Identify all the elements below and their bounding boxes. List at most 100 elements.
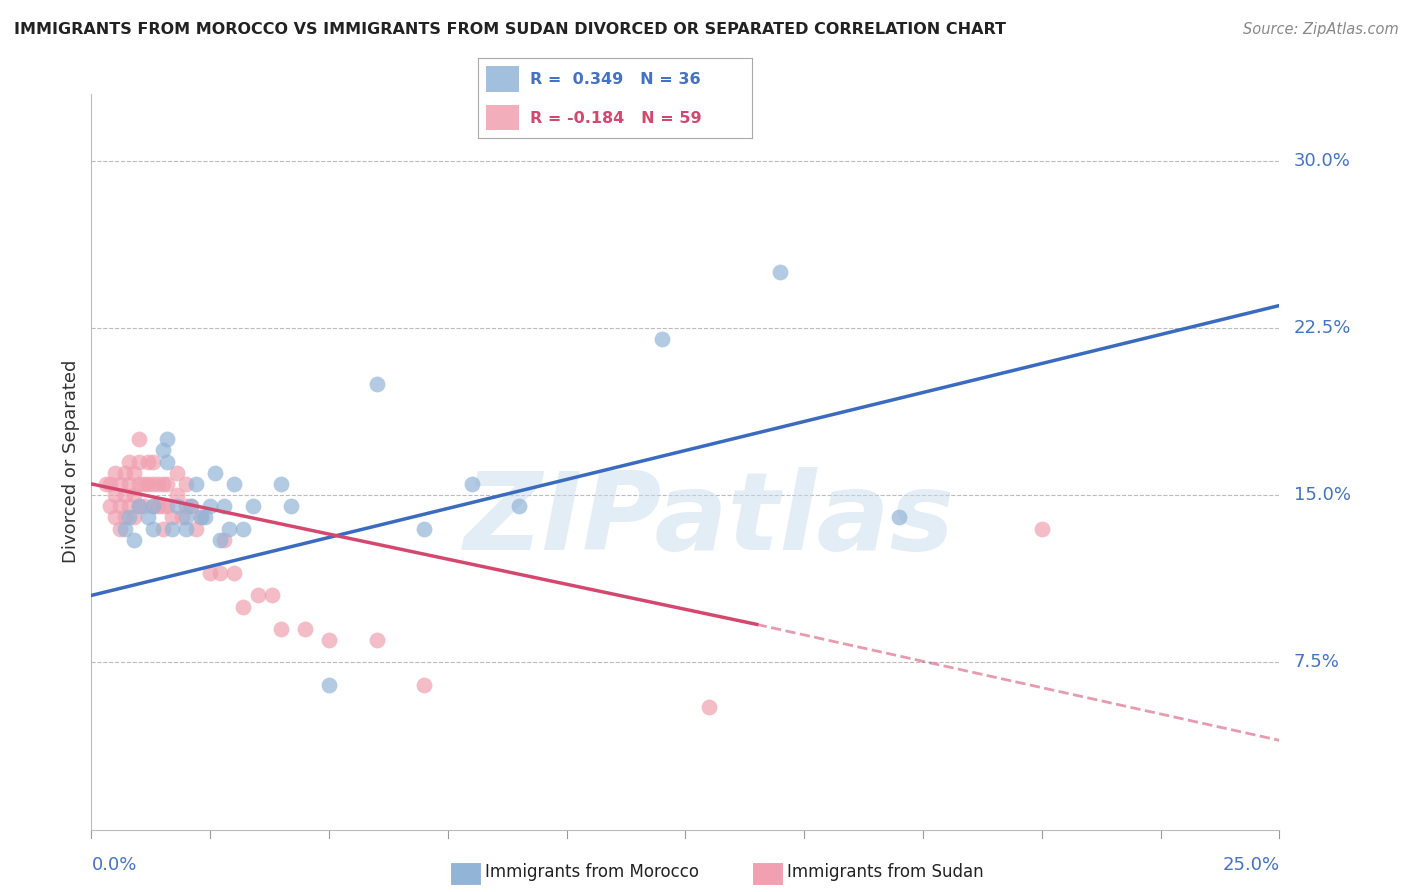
Point [180, 500, 202, 514]
Point [697, 699, 720, 714]
Point [138, 510, 160, 524]
Point [1031, 521, 1053, 535]
Point [270, 622, 292, 636]
Point [118, 500, 141, 514]
Point [184, 476, 207, 491]
Point [166, 466, 188, 480]
Point [114, 521, 136, 535]
Point [114, 488, 136, 502]
Point [122, 510, 145, 524]
Text: 15.0%: 15.0% [1294, 486, 1351, 504]
Point [366, 376, 388, 391]
Point [152, 521, 174, 535]
Point [166, 488, 188, 502]
Text: R = -0.184   N = 59: R = -0.184 N = 59 [530, 111, 702, 126]
Point [190, 510, 212, 524]
Point [214, 500, 236, 514]
Point [142, 500, 165, 514]
Point [176, 510, 198, 524]
Point [114, 466, 136, 480]
Point [118, 510, 141, 524]
Point [132, 500, 155, 514]
Point [128, 500, 150, 514]
Point [108, 521, 131, 535]
Point [122, 488, 145, 502]
Point [214, 533, 236, 547]
Text: 30.0%: 30.0% [1294, 152, 1351, 169]
Point [156, 454, 179, 468]
Point [651, 332, 673, 346]
Point [146, 500, 169, 514]
Point [200, 500, 222, 514]
Point [190, 510, 212, 524]
Point [132, 476, 155, 491]
Bar [486, 104, 519, 130]
Text: Immigrants from Sudan: Immigrants from Sudan [787, 863, 984, 881]
Point [232, 599, 254, 614]
Point [246, 589, 269, 603]
Point [769, 265, 792, 279]
Point [318, 678, 340, 692]
Point [118, 454, 141, 468]
Point [160, 510, 183, 524]
Point [156, 476, 179, 491]
Point [122, 466, 145, 480]
Point [142, 454, 165, 468]
Text: 0.0%: 0.0% [91, 856, 136, 874]
Point [152, 476, 174, 491]
Point [94, 476, 117, 491]
Text: R =  0.349   N = 36: R = 0.349 N = 36 [530, 72, 700, 87]
Point [176, 500, 198, 514]
Point [413, 521, 436, 535]
Point [128, 454, 150, 468]
Point [260, 589, 283, 603]
Point [413, 678, 436, 692]
Point [128, 432, 150, 446]
Point [142, 476, 165, 491]
Point [176, 521, 198, 535]
Point [194, 510, 217, 524]
Point [200, 566, 222, 580]
Point [156, 500, 179, 514]
Point [104, 510, 127, 524]
Point [204, 466, 226, 480]
Point [152, 500, 174, 514]
Point [142, 521, 165, 535]
Point [118, 476, 141, 491]
Point [128, 500, 150, 514]
Text: 22.5%: 22.5% [1294, 318, 1351, 337]
Bar [486, 66, 519, 92]
Point [142, 500, 165, 514]
Point [218, 521, 240, 535]
Point [889, 510, 911, 524]
Point [208, 566, 231, 580]
Point [104, 466, 127, 480]
Point [232, 521, 254, 535]
Point [100, 500, 122, 514]
Point [100, 476, 122, 491]
Point [270, 476, 292, 491]
Point [294, 622, 316, 636]
Point [152, 443, 174, 458]
Y-axis label: Divorced or Separated: Divorced or Separated [62, 360, 80, 563]
Point [208, 533, 231, 547]
Point [176, 476, 198, 491]
Point [146, 476, 169, 491]
Text: Source: ZipAtlas.com: Source: ZipAtlas.com [1243, 22, 1399, 37]
Point [108, 476, 131, 491]
Point [138, 476, 160, 491]
Point [460, 476, 482, 491]
Point [122, 533, 145, 547]
Point [128, 476, 150, 491]
Text: Immigrants from Morocco: Immigrants from Morocco [485, 863, 699, 881]
Point [114, 510, 136, 524]
Point [166, 500, 188, 514]
Point [170, 510, 193, 524]
Point [366, 632, 388, 647]
Point [180, 500, 202, 514]
Point [184, 521, 207, 535]
Point [138, 454, 160, 468]
Point [160, 521, 183, 535]
Point [156, 432, 179, 446]
Point [280, 500, 302, 514]
